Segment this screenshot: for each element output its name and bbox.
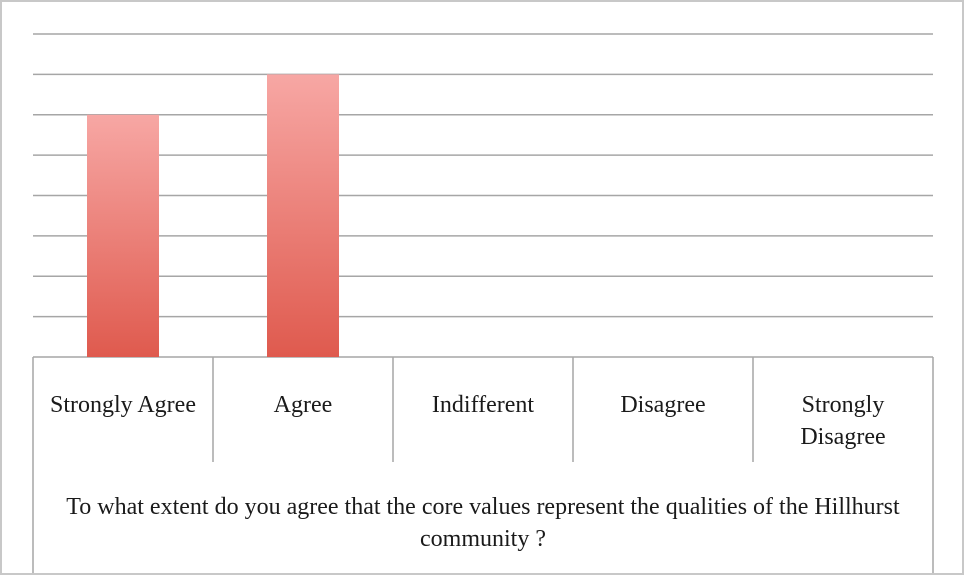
- category-table: [32, 357, 934, 573]
- category-label: Disagree: [620, 392, 705, 418]
- x-axis-label: To what extent do you agree that the cor…: [66, 494, 900, 552]
- category-labels: Strongly Agree Agree Indifferent Disagree St…: [50, 392, 886, 450]
- category-label: Indifferent: [432, 392, 535, 418]
- category-label: Agree: [274, 392, 333, 418]
- bars: [87, 74, 339, 357]
- category-label: Strongly Agree: [50, 392, 196, 418]
- bar-agree: [267, 74, 339, 357]
- gridlines: [33, 33, 933, 358]
- bar-strongly-agree: [87, 114, 159, 357]
- category-label: Strongly Disagree: [800, 392, 885, 450]
